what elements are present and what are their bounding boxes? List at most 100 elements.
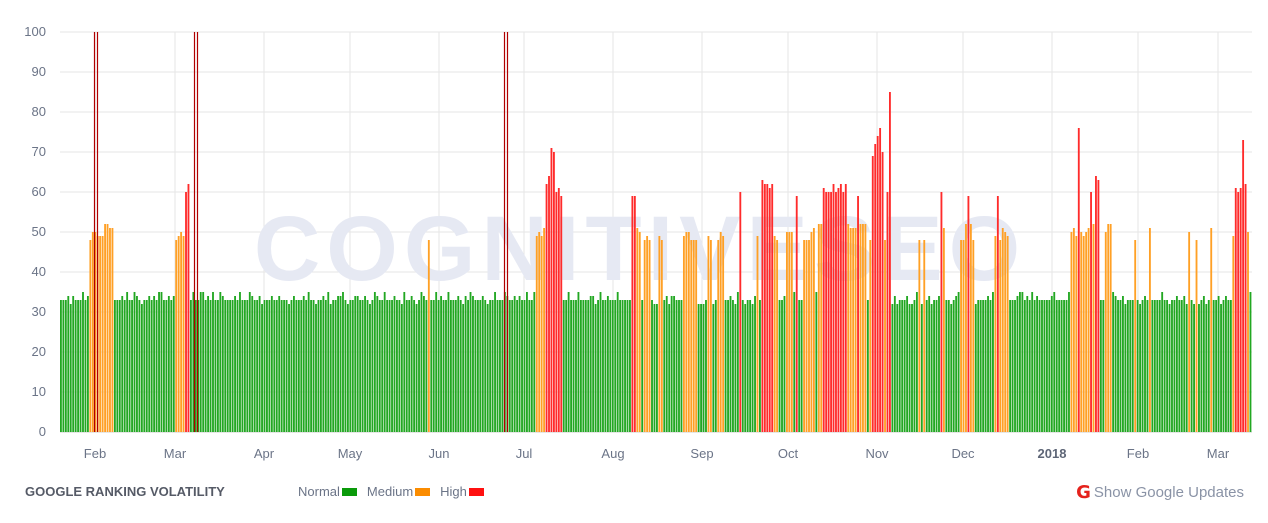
bar[interactable]: [278, 296, 281, 432]
bar[interactable]: [548, 176, 550, 432]
bar[interactable]: [756, 236, 759, 432]
bar[interactable]: [1028, 300, 1031, 432]
bar[interactable]: [67, 296, 70, 432]
bar[interactable]: [136, 296, 138, 432]
bar[interactable]: [60, 300, 62, 432]
bar[interactable]: [808, 240, 810, 432]
bar[interactable]: [1117, 300, 1119, 432]
bar[interactable]: [766, 184, 769, 432]
bar[interactable]: [893, 296, 896, 432]
bar[interactable]: [714, 300, 717, 432]
bar[interactable]: [172, 296, 175, 432]
bar[interactable]: [852, 228, 855, 432]
bar[interactable]: [896, 304, 899, 432]
bar[interactable]: [624, 300, 626, 432]
bar[interactable]: [474, 300, 477, 432]
bar[interactable]: [1205, 304, 1208, 432]
bar[interactable]: [1109, 224, 1112, 432]
bar[interactable]: [64, 300, 67, 432]
bar[interactable]: [913, 300, 916, 432]
bar[interactable]: [499, 300, 501, 432]
bar[interactable]: [167, 296, 170, 432]
bar[interactable]: [118, 300, 121, 432]
bar[interactable]: [1104, 232, 1107, 432]
bar[interactable]: [992, 292, 994, 432]
bar[interactable]: [994, 236, 997, 432]
bar[interactable]: [216, 300, 219, 432]
bar[interactable]: [243, 300, 246, 432]
bar[interactable]: [562, 300, 565, 432]
bar[interactable]: [1163, 300, 1166, 432]
bar[interactable]: [692, 240, 695, 432]
bar[interactable]: [322, 296, 325, 432]
bar[interactable]: [781, 300, 783, 432]
bar[interactable]: [800, 300, 803, 432]
bar[interactable]: [270, 296, 273, 432]
bar[interactable]: [1065, 300, 1068, 432]
bar[interactable]: [604, 300, 607, 432]
bar[interactable]: [668, 304, 671, 432]
bar[interactable]: [1247, 232, 1249, 432]
bar[interactable]: [643, 240, 646, 432]
bar[interactable]: [528, 300, 531, 432]
bar[interactable]: [415, 304, 418, 432]
bar[interactable]: [491, 300, 494, 432]
bar[interactable]: [815, 292, 818, 432]
bar[interactable]: [646, 236, 649, 432]
bar[interactable]: [256, 300, 259, 432]
bar[interactable]: [820, 224, 823, 432]
bar[interactable]: [1239, 188, 1242, 432]
bar[interactable]: [253, 300, 256, 432]
bar[interactable]: [678, 300, 680, 432]
bar[interactable]: [918, 240, 921, 432]
bar[interactable]: [682, 236, 685, 432]
bar[interactable]: [778, 300, 781, 432]
bar[interactable]: [538, 232, 541, 432]
bar[interactable]: [955, 296, 958, 432]
bar[interactable]: [817, 224, 820, 432]
bar[interactable]: [516, 300, 519, 432]
bar[interactable]: [1227, 300, 1230, 432]
bar[interactable]: [832, 184, 835, 432]
bar[interactable]: [364, 296, 366, 432]
bar[interactable]: [987, 296, 989, 432]
bar[interactable]: [197, 300, 200, 432]
bar[interactable]: [626, 300, 629, 432]
bar[interactable]: [202, 292, 205, 432]
bar[interactable]: [697, 304, 700, 432]
bar[interactable]: [665, 296, 668, 432]
bar[interactable]: [947, 300, 950, 432]
google-update-marker[interactable]: [193, 32, 199, 432]
bar[interactable]: [106, 224, 109, 432]
bar[interactable]: [275, 300, 278, 432]
bar[interactable]: [484, 300, 487, 432]
bar[interactable]: [744, 304, 747, 432]
bar[interactable]: [771, 184, 774, 432]
bar[interactable]: [285, 300, 288, 432]
bar[interactable]: [182, 236, 185, 432]
bar[interactable]: [749, 300, 752, 432]
bar[interactable]: [889, 92, 891, 432]
bar[interactable]: [1237, 192, 1240, 432]
bar[interactable]: [241, 300, 244, 432]
bar[interactable]: [656, 304, 658, 432]
bar[interactable]: [317, 300, 320, 432]
bar[interactable]: [229, 300, 232, 432]
bar[interactable]: [486, 304, 489, 432]
bar[interactable]: [163, 300, 165, 432]
bar[interactable]: [543, 228, 546, 432]
bar[interactable]: [62, 300, 65, 432]
bar[interactable]: [835, 192, 837, 432]
bar[interactable]: [454, 300, 457, 432]
bar[interactable]: [221, 296, 224, 432]
bar[interactable]: [915, 292, 918, 432]
bar[interactable]: [361, 300, 364, 432]
bar[interactable]: [687, 232, 690, 432]
bar[interactable]: [812, 228, 815, 432]
bar[interactable]: [239, 292, 241, 432]
bar[interactable]: [1033, 300, 1036, 432]
bar[interactable]: [199, 292, 202, 432]
bar[interactable]: [1151, 300, 1154, 432]
bar[interactable]: [1200, 300, 1203, 432]
bar[interactable]: [1234, 188, 1237, 432]
